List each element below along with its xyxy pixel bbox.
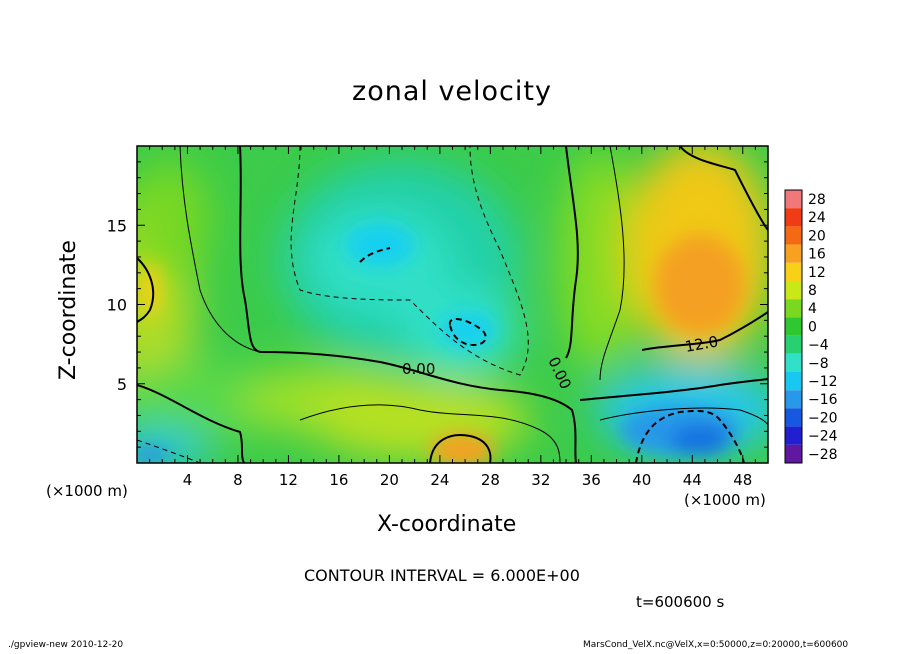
contour-thin-br (599, 407, 768, 426)
x-tick-label: 40 (632, 471, 651, 489)
colorbar-swatch (785, 262, 802, 281)
colorbar-label: −28 (808, 447, 838, 463)
x-tick-label: 36 (582, 471, 601, 489)
footer-left-text: ./gpview-new 2010-12-20 (8, 640, 124, 650)
contour-interval-text: CONTOUR INTERVAL = 6.000E+00 (304, 566, 580, 585)
colorbar-swatch (785, 317, 802, 336)
y-axis-tick-labels: 5 10 15 (107, 216, 127, 394)
contour-thin-bottom (299, 404, 561, 463)
colorbar-label: 12 (808, 265, 826, 281)
contour-label-zero-a: 0.00 (402, 360, 435, 378)
y-axis-label: Z-coordinate (56, 240, 81, 380)
colorbar-label: 8 (808, 283, 817, 299)
colorbar-swatch (785, 426, 802, 445)
colorbar-label: −16 (808, 392, 838, 408)
colorbar-swatch (785, 190, 802, 209)
y-tick-label: 15 (107, 216, 127, 235)
y-tick-label: 10 (107, 296, 127, 315)
contour-neg-mid (448, 318, 487, 346)
colorbar-label: −4 (808, 338, 829, 354)
x-tick-label: 12 (279, 471, 298, 489)
contour-thin-right (599, 146, 625, 381)
contour-zero-right (565, 146, 579, 359)
contour-positive-bump (429, 434, 492, 463)
contour-neg-outer-mid (290, 146, 529, 376)
x-unit-label-right: (×1000 m) (684, 491, 766, 509)
x-tick-label: 32 (531, 471, 550, 489)
colorbar-label: −8 (808, 356, 829, 372)
contour-zero-bottom (579, 378, 768, 401)
colorbar-label: 20 (808, 228, 826, 244)
velocity-field (137, 146, 768, 463)
colorbar-swatch (785, 208, 802, 227)
colorbar-label: −12 (808, 374, 838, 390)
colorbar-label: −20 (808, 410, 838, 426)
x-tick-label: 48 (733, 471, 752, 489)
x-tick-label: 8 (233, 471, 243, 489)
colorbar-swatch (785, 226, 802, 245)
x-axis-ticks (149, 146, 756, 463)
contour-twelve (641, 311, 768, 351)
x-tick-label: 20 (380, 471, 399, 489)
colorbar-swatch (785, 372, 802, 391)
y-axis-ticks (137, 161, 768, 448)
colorbar-swatch (785, 335, 802, 354)
contour-zero-left (239, 146, 577, 463)
colorbar-label: 24 (808, 210, 826, 226)
x-tick-label: 4 (183, 471, 193, 489)
x-tick-label: 16 (329, 471, 348, 489)
colorbar-label: 0 (808, 319, 817, 335)
colorbar-frame (784, 189, 803, 464)
contour-zero-lower (137, 384, 245, 463)
contour-thin-left (179, 146, 261, 353)
contour-twelve-upper (679, 146, 768, 231)
x-axis-tick-labels: 4 8 12 16 20 24 28 32 36 40 44 48 (183, 471, 753, 489)
colorbar-label: 4 (808, 301, 817, 317)
x-tick-label: 24 (430, 471, 449, 489)
x-axis-label: X-coordinate (377, 512, 517, 537)
colorbar-swatch (785, 444, 802, 463)
colorbar-label: −24 (808, 429, 838, 445)
colorbar-label: 16 (808, 247, 826, 263)
colorbar-swatch (785, 244, 802, 263)
contour-neg-upper (359, 247, 391, 263)
footer-right-text: MarsCond_VelX.nc@VelX,x=0:50000,z=0:2000… (583, 640, 849, 650)
colorbar-swatch (785, 281, 802, 300)
colorbar (784, 189, 803, 464)
colorbar-swatch (785, 408, 802, 427)
x-unit-label-left: (×1000 m) (46, 482, 128, 500)
y-tick-label: 5 (117, 375, 127, 394)
chart-title: zonal velocity (352, 76, 552, 107)
colorbar-labels: 28 24 20 16 12 8 4 0 −4 −8 −12 −16 −20 −24 −28 (808, 192, 838, 463)
colorbar-swatch (785, 390, 802, 409)
contour-neg-bottom-right (635, 410, 745, 463)
x-tick-label: 44 (683, 471, 702, 489)
time-label: t=600600 s (636, 593, 725, 611)
colorbar-swatch (785, 299, 802, 318)
colorbar-label: 28 (808, 192, 826, 208)
colorbar-swatch (785, 353, 802, 372)
contour-lines (137, 146, 768, 463)
x-tick-label: 28 (481, 471, 500, 489)
contour-label-twelve: 12.0 (684, 332, 720, 356)
